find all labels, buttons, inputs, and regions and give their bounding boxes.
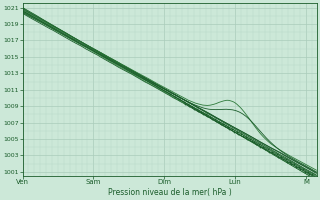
X-axis label: Pression niveau de la mer( hPa ): Pression niveau de la mer( hPa ) [108,188,231,197]
